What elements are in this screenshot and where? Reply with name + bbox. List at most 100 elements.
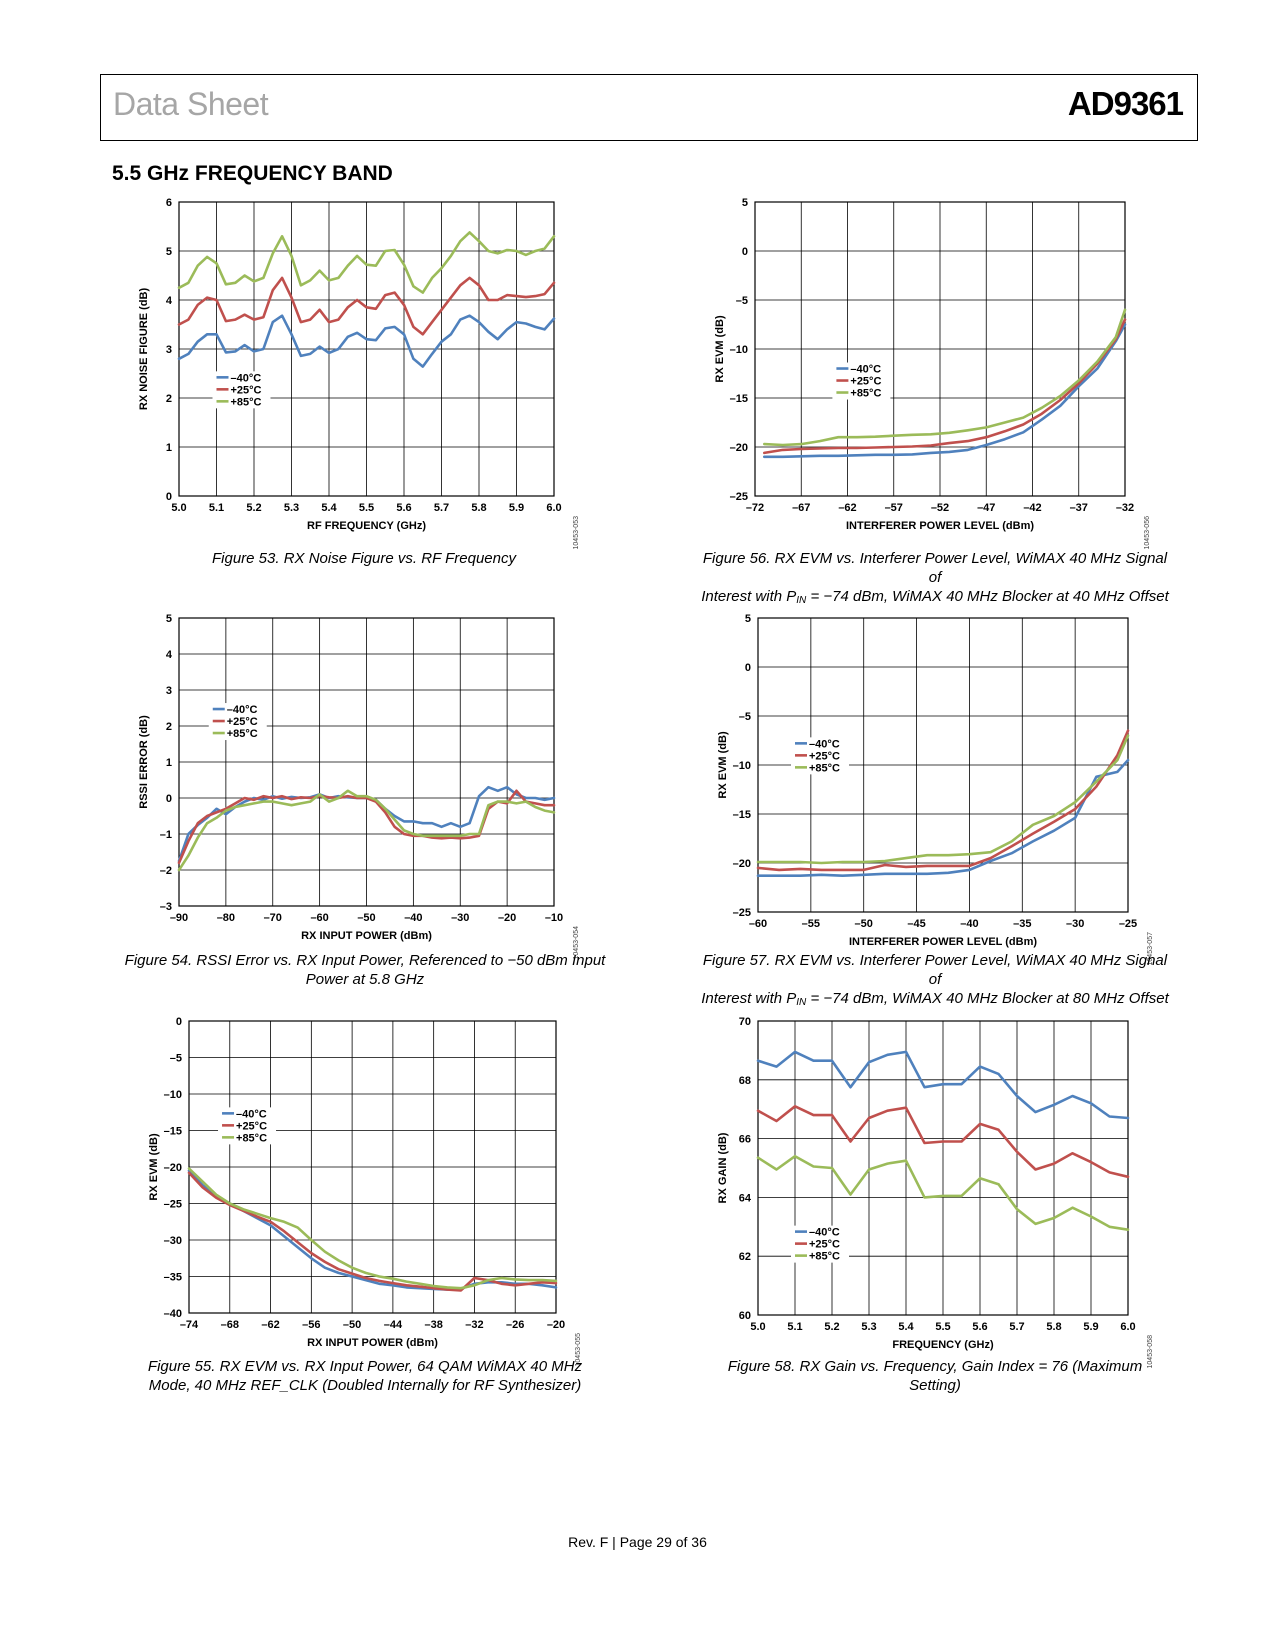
series-line-plus85: [177, 231, 556, 294]
caption-text: Figure 58. RX Gain vs. Frequency, Gain I…: [727, 1358, 1143, 1394]
x-axis-label: INTERFERER POWER LEVEL (dBm): [846, 520, 1034, 532]
x-tick-label: –72: [746, 502, 764, 514]
y-axis-label: RX GAIN (dB): [717, 1132, 729, 1203]
caption-text: Figure 55. RX EVM vs. RX Input Power, 64…: [147, 1358, 583, 1394]
y-tick-label: –15: [730, 393, 748, 405]
caption-fig55: Figure 55. RX EVM vs. RX Input Power, 64…: [130, 1357, 600, 1395]
x-tick-label: –55: [802, 918, 820, 930]
series-line-plus85: [763, 308, 1127, 447]
page-header: Data Sheet AD9361: [100, 74, 1198, 141]
series-line-plus85: [756, 1154, 1130, 1231]
series-line-plus25: [187, 1171, 558, 1292]
caption-fig58: Figure 58. RX Gain vs. Frequency, Gain I…: [700, 1357, 1170, 1395]
x-tick-label: –30: [1066, 918, 1084, 930]
x-tick-label: –42: [1023, 502, 1041, 514]
series-line-plus25: [756, 1105, 1130, 1179]
y-tick-label: –10: [164, 1089, 182, 1101]
y-tick-label: –25: [733, 907, 751, 919]
x-tick-label: 5.2: [246, 502, 261, 514]
legend-label-plus85: +85°C: [809, 1251, 840, 1263]
y-tick-label: –20: [164, 1162, 182, 1174]
x-tick-label: –80: [217, 912, 235, 924]
x-tick-label: 5.1: [209, 502, 224, 514]
y-tick-label: –5: [736, 295, 748, 307]
x-tick-label: –32: [465, 1319, 483, 1331]
chart-fig58: 5.0 5.1 5.2 5.3 5.4 5.5 5.6 5.7 5.8 5.9 6.0 60 62 64 6…: [717, 1016, 1154, 1368]
figure-53: 5.0 5.1 5.2 5.3 5.4 5.5 5.6 5.7 5.8 5.9 6.0 0 1 2 3 4 5 6…: [134, 190, 594, 549]
x-tick-label: –40: [404, 912, 422, 924]
legend-label-minus40: –40°C: [809, 1227, 840, 1239]
figure-58: 5.0 5.1 5.2 5.3 5.4 5.5 5.6 5.7 5.8 5.9 6.0 60 62 64 6…: [710, 1009, 1170, 1368]
caption-line-2a: Interest with P: [701, 588, 797, 605]
x-tick-label: 5.7: [1009, 1321, 1024, 1333]
y-tick-label: 4: [166, 649, 173, 661]
y-tick-label: 5: [166, 613, 172, 625]
y-tick-label: –30: [164, 1235, 182, 1247]
x-tick-label: –35: [1013, 918, 1031, 930]
x-tick-label: –60: [749, 918, 767, 930]
x-tick-label: –20: [547, 1319, 565, 1331]
caption-text: Figure 53. RX Noise Figure vs. RF Freque…: [211, 550, 516, 567]
x-tick-label: –38: [424, 1319, 442, 1331]
caption-text: Figure 54. RSSI Error vs. RX Input Power…: [124, 952, 606, 988]
x-tick-label: –37: [1070, 502, 1088, 514]
legend-label-minus40: –40°C: [227, 704, 258, 716]
x-tick-label: –30: [451, 912, 469, 924]
x-tick-label: 5.0: [171, 502, 186, 514]
x-tick-label: –20: [498, 912, 516, 924]
caption-fig56: Figure 56. RX EVM vs. Interferer Power L…: [700, 549, 1170, 610]
legend-label-plus85: +85°C: [227, 728, 258, 740]
x-tick-label: –47: [977, 502, 995, 514]
caption-subscript: IN: [796, 997, 807, 1008]
x-tick-label: –44: [384, 1319, 403, 1331]
y-tick-label: 66: [739, 1134, 751, 1146]
caption-line-2a: Interest with P: [701, 990, 797, 1007]
figure-55: –74 –68 –62 –56 –50 –44 –38 –32 –26 –20 –40 –35 –30–…: [134, 1009, 594, 1366]
legend: –40°C+25°C+85°C: [832, 362, 891, 400]
y-tick-label: –10: [733, 760, 751, 772]
y-tick-label: –5: [739, 711, 751, 723]
x-axis-label: INTERFERER POWER LEVEL (dBm): [849, 936, 1037, 948]
x-tick-label: 5.3: [284, 502, 299, 514]
legend-label-plus25: +25°C: [227, 716, 258, 728]
x-tick-label: –25: [1119, 918, 1137, 930]
y-tick-label: –20: [733, 858, 751, 870]
legend: –40°C+25°C+85°C: [212, 371, 271, 409]
y-tick-label: 0: [176, 1016, 182, 1028]
x-tick-label: 6.0: [1120, 1321, 1135, 1333]
series-line-minus40: [763, 323, 1127, 459]
page-footer: Rev. F | Page 29 of 36: [568, 1534, 707, 1550]
y-tick-label: 64: [739, 1192, 752, 1204]
x-tick-label: 5.8: [471, 502, 486, 514]
legend: –40°C+25°C+85°C: [791, 737, 849, 775]
y-tick-label: –20: [730, 442, 748, 454]
doc-label: Data Sheet: [113, 86, 269, 122]
legend-label-plus85: +85°C: [809, 762, 840, 774]
legend-label-plus85: +85°C: [850, 388, 881, 400]
x-axis-label: RF FREQUENCY (GHz): [307, 520, 426, 532]
x-tick-label: 5.4: [898, 1321, 914, 1333]
x-axis-label: RX INPUT POWER (dBm): [307, 1337, 438, 1349]
caption-fig57: Figure 57. RX EVM vs. Interferer Power L…: [700, 951, 1170, 1012]
x-tick-label: 5.3: [861, 1321, 876, 1333]
x-tick-label: 5.1: [787, 1321, 802, 1333]
x-tick-label: 5.4: [321, 502, 337, 514]
figure-id: 10453-054: [573, 926, 580, 960]
y-tick-label: 3: [166, 344, 172, 356]
x-tick-label: –62: [838, 502, 856, 514]
series-line-minus40: [177, 314, 556, 368]
chart-fig56: –72 –67 –62 –57 –52 –47 –42 –37 –32 –25 –20 –15 –10 –…: [714, 197, 1151, 549]
figure-id: 10453-057: [1147, 932, 1154, 966]
series-line-plus25: [177, 276, 556, 336]
y-tick-label: 0: [745, 662, 751, 674]
x-tick-label: 5.9: [1083, 1321, 1098, 1333]
x-tick-label: –10: [545, 912, 563, 924]
y-tick-label: 2: [166, 721, 172, 733]
x-tick-label: 5.8: [1046, 1321, 1061, 1333]
x-tick-label: 5.2: [824, 1321, 839, 1333]
series-line-plus25: [763, 318, 1127, 455]
legend-label-plus85: +85°C: [236, 1132, 267, 1144]
y-tick-label: –1: [160, 829, 172, 841]
y-tick-label: –15: [733, 809, 751, 821]
x-tick-label: –74: [180, 1319, 199, 1331]
